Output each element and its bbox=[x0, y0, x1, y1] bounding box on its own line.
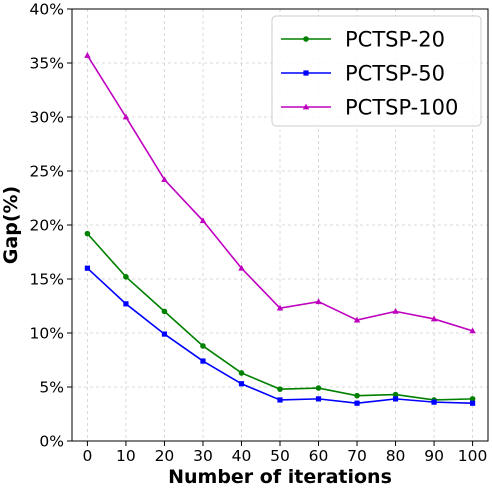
data-point bbox=[277, 397, 283, 403]
y-tick-label: 20% bbox=[30, 217, 64, 235]
data-point bbox=[469, 396, 476, 402]
data-point bbox=[315, 385, 322, 391]
series-pctsp-20 bbox=[84, 230, 476, 403]
data-point bbox=[161, 331, 168, 337]
data-point bbox=[353, 316, 361, 323]
y-axis-ticks: 0% 5% 10% 15% 20% 25% 30% 35% 40% bbox=[30, 1, 72, 451]
data-point bbox=[84, 265, 91, 271]
x-tick-label: 0 bbox=[82, 447, 92, 465]
x-tick-label: 50 bbox=[270, 447, 290, 465]
legend-item: PCTSP-50 bbox=[281, 62, 445, 86]
data-point bbox=[84, 230, 91, 237]
data-point bbox=[469, 327, 476, 334]
series-layer bbox=[84, 52, 476, 406]
data-point bbox=[315, 396, 322, 402]
x-axis-ticks: 0 10 20 30 40 50 60 70 80 90 100 bbox=[82, 441, 487, 465]
data-point bbox=[161, 308, 168, 315]
data-point bbox=[238, 370, 245, 376]
data-point bbox=[277, 386, 283, 392]
y-tick-label: 10% bbox=[30, 325, 64, 343]
data-point bbox=[315, 298, 322, 305]
x-tick-label: 90 bbox=[424, 447, 444, 465]
data-point bbox=[354, 400, 360, 406]
y-tick-label: 40% bbox=[30, 1, 64, 19]
y-tick-label: 0% bbox=[39, 433, 64, 451]
data-point bbox=[161, 176, 168, 183]
data-point bbox=[392, 308, 399, 314]
y-tick-label: 30% bbox=[30, 109, 64, 127]
data-point bbox=[238, 264, 245, 271]
data-point bbox=[469, 400, 476, 406]
legend-item: PCTSP-100 bbox=[281, 96, 458, 120]
legend: PCTSP-20 PCTSP-50 PCTSP-100 bbox=[271, 15, 482, 127]
x-tick-label: 30 bbox=[193, 447, 213, 465]
data-point bbox=[122, 113, 130, 120]
data-point bbox=[200, 358, 206, 364]
data-point bbox=[303, 70, 309, 76]
legend-item: PCTSP-20 bbox=[281, 28, 445, 52]
y-axis-title: Gap(%) bbox=[0, 186, 22, 264]
data-point bbox=[303, 36, 309, 42]
series-pctsp-50 bbox=[84, 265, 476, 406]
legend-label: PCTSP-20 bbox=[345, 28, 445, 52]
data-point bbox=[431, 399, 437, 405]
x-tick-label: 70 bbox=[347, 447, 367, 465]
x-tick-label: 80 bbox=[386, 447, 406, 465]
x-tick-label: 60 bbox=[309, 447, 329, 465]
legend-label: PCTSP-50 bbox=[345, 62, 445, 86]
legend-box bbox=[271, 15, 482, 127]
data-point bbox=[302, 103, 310, 110]
data-point bbox=[200, 343, 206, 349]
x-tick-label: 100 bbox=[458, 447, 488, 465]
series-pctsp-100 bbox=[84, 52, 476, 334]
data-point bbox=[430, 315, 438, 322]
data-point bbox=[354, 392, 360, 399]
x-tick-label: 40 bbox=[232, 447, 252, 465]
data-point bbox=[392, 391, 399, 398]
data-point bbox=[199, 217, 207, 224]
x-tick-label: 10 bbox=[116, 447, 136, 465]
legend-label: PCTSP-100 bbox=[345, 96, 458, 120]
y-tick-label: 15% bbox=[30, 271, 64, 289]
data-point bbox=[84, 52, 91, 58]
data-point bbox=[276, 304, 284, 311]
x-axis-title: Number of iterations bbox=[168, 466, 392, 488]
y-tick-label: 25% bbox=[30, 163, 64, 181]
data-point bbox=[123, 274, 129, 280]
data-point bbox=[238, 381, 245, 387]
y-tick-label: 35% bbox=[30, 55, 64, 73]
data-point bbox=[392, 396, 399, 402]
y-tick-label: 5% bbox=[39, 379, 64, 397]
data-point bbox=[123, 301, 129, 307]
x-tick-label: 20 bbox=[155, 447, 175, 465]
